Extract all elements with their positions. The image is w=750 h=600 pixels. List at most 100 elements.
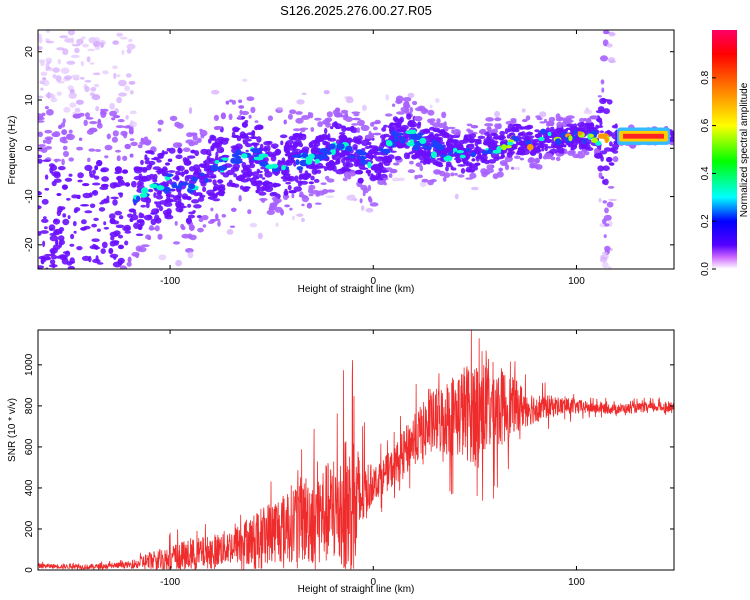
spectrogram-cell [416,162,422,168]
spectrogram-cell [181,233,190,239]
spectrogram-cell [407,120,415,127]
spectrogram-cell [83,119,88,127]
spectrogram-y-tick-label: 0 [24,145,35,151]
spectrogram-cell [598,198,602,203]
spectrogram-cell [109,218,116,225]
spectrogram-cell [125,73,132,78]
spectrogram-cell [238,195,242,202]
spectrogram-cell [434,162,443,165]
spectrogram-cell [127,256,132,263]
spectrogram-cell [338,153,346,158]
spectrogram-cell [67,30,75,36]
spectrogram-ridge-cell [178,182,184,187]
spectrogram-ridge-cell [506,141,514,146]
spectrogram-cell [116,74,121,78]
spectrogram-cell [113,184,121,188]
spectrogram-cell [283,190,289,196]
spectrogram-cell [488,159,497,164]
spectrogram-ridge-cell [459,154,466,159]
spectrogram-ridge-cell [443,155,453,162]
spectrogram-cell [669,136,674,142]
spectrogram-ridge-cell [393,135,399,142]
figure-title: S126.2025.276.00.27.R05 [280,3,432,18]
spectrogram-cell [93,217,99,221]
spectrogram-cell [288,190,297,194]
spectrogram-cell [481,159,485,164]
spectrogram-cell [55,239,59,246]
spectrogram-cell [496,123,502,129]
snr-x-tick-label: 100 [568,577,585,588]
spectrogram-ridge-cell [346,155,357,159]
spectrogram-cell [38,265,45,269]
spectrogram-cell [289,207,293,211]
spectrogram-x-tick-label: 100 [568,276,585,287]
snr-y-label: SNR (10 * v/v) [7,398,18,462]
spectrogram-cell [233,167,239,170]
spectrogram-cell [567,150,575,156]
spectrogram-x-tick-label: -100 [160,276,180,287]
spectrogram-y-tick-label: 10 [24,94,35,106]
spectrogram-cell [499,135,505,141]
spectrogram-cell [341,126,347,133]
spectrogram-cell [180,223,185,230]
spectrogram-cell [188,224,195,231]
spectrogram-cell [97,118,102,126]
spectrogram-cell [109,103,115,110]
spectrogram-cell [157,233,163,240]
spectrogram-ridge-cell [412,144,420,151]
spectrogram-cell [102,70,109,75]
spectrogram-cell [438,129,446,135]
spectrogram-cell [197,197,205,202]
spectrogram-cell [393,162,400,166]
spectrogram-cell [66,197,71,201]
spectrogram-cell [261,185,268,191]
spectrogram-cell [435,136,443,140]
spectrogram-cell [285,181,292,185]
spectrogram-cell [608,31,616,37]
spectrogram-cell [54,158,58,163]
spectrogram-cell [174,195,180,199]
spectrogram-ridge-cell [456,150,465,154]
spectrogram-cell [69,102,77,108]
spectrogram-cell [45,146,52,150]
spectrogram-cell [101,241,108,249]
spectrogram-cell [512,125,516,133]
spectrogram-ridge-cell [407,129,417,135]
spectrogram-cell [351,117,361,121]
spectrogram-cell [298,174,303,181]
spectrogram-cell [130,141,138,147]
spectrogram-cell [46,30,50,33]
spectrogram-cell [57,166,66,171]
spectrogram-cell [238,99,243,103]
spectrogram-cell [147,235,151,240]
spectrogram-cell [207,138,212,144]
spectrogram-x-tick-label: 0 [370,276,376,287]
spectrogram-cell [249,222,258,228]
spectrogram-cell [38,231,42,236]
spectrogram-cell [100,108,104,113]
spectrogram-ridge-cell [524,140,532,145]
spectrogram-cell [248,114,252,119]
spectrogram-cell [407,169,416,174]
spectrogram-cell [93,83,100,88]
spectrogram-ridge-cell [470,151,476,158]
spectrogram-cell [344,168,352,172]
spectrogram-cell [197,227,204,233]
spectrogram-cell [514,166,521,171]
spectrogram-cell [231,100,237,105]
spectrogram-cell [49,166,54,174]
spectrogram-ridge-cell [394,132,404,136]
spectrogram-cell [181,193,189,200]
spectrogram-cell [117,119,125,123]
spectrogram-cell [144,157,150,161]
spectrogram-cell [534,157,540,164]
spectrogram-cell [450,165,454,171]
spectrogram-cell [213,186,218,190]
spectrogram-cell [416,174,423,179]
spectrogram-cell [372,132,382,136]
spectrogram-cell [403,101,410,108]
spectrogram-ridge-cell [409,139,414,143]
spectrogram-cell [81,219,87,225]
spectrogram-cell [346,194,356,201]
spectrogram-cell [482,172,491,175]
